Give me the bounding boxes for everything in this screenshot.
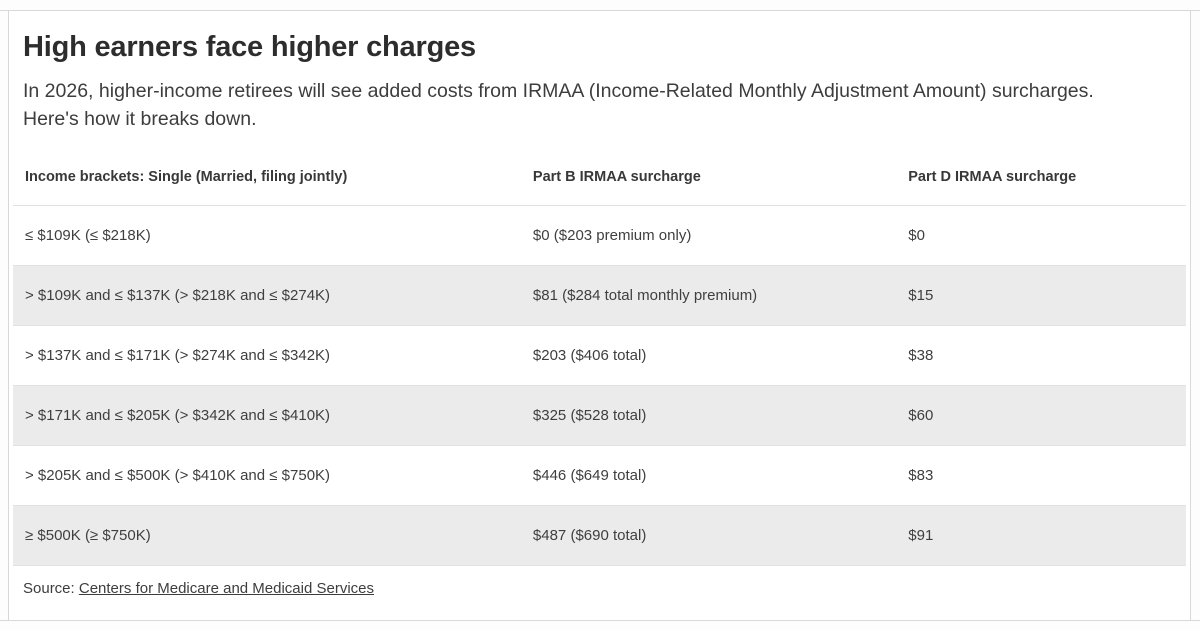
table-row: ≤ $109K (≤ $218K) $0 ($203 premium only)… <box>13 205 1186 266</box>
cell-income-bracket: > $137K and ≤ $171K (> $274K and ≤ $342K… <box>13 325 521 386</box>
cell-part-b-surcharge: $81 ($284 total monthly premium) <box>520 265 897 326</box>
cell-part-d-surcharge: $91 <box>896 505 1186 566</box>
chart-card: High earners face higher charges In 2026… <box>8 11 1191 620</box>
cell-part-b-surcharge: $487 ($690 total) <box>520 505 897 566</box>
cell-income-bracket: > $109K and ≤ $137K (> $218K and ≤ $274K… <box>13 265 521 326</box>
cell-income-bracket: ≥ $500K (≥ $750K) <box>13 505 521 566</box>
page-title: High earners face higher charges <box>23 31 476 63</box>
source-label: Source: <box>23 580 79 597</box>
cell-part-d-surcharge: $15 <box>896 265 1186 326</box>
cell-part-b-surcharge: $446 ($649 total) <box>520 445 897 506</box>
column-header-income-brackets: Income brackets: Single (Married, filing… <box>13 148 521 206</box>
table-row: > $137K and ≤ $171K (> $274K and ≤ $342K… <box>13 325 1186 386</box>
table-row: ≥ $500K (≥ $750K) $487 ($690 total) $91 <box>13 505 1186 566</box>
table-row: > $171K and ≤ $205K (> $342K and ≤ $410K… <box>13 385 1186 446</box>
cell-income-bracket: > $171K and ≤ $205K (> $342K and ≤ $410K… <box>13 385 521 446</box>
cell-part-d-surcharge: $38 <box>896 325 1186 386</box>
cell-part-b-surcharge: $0 ($203 premium only) <box>520 205 897 266</box>
cell-part-d-surcharge: $60 <box>896 385 1186 446</box>
subtitle: In 2026, higher-income retirees will see… <box>23 80 1094 130</box>
table-row: > $109K and ≤ $137K (> $218K and ≤ $274K… <box>13 265 1186 326</box>
source-line: Source: Centers for Medicare and Medicai… <box>23 580 1186 597</box>
cell-part-d-surcharge: $83 <box>896 445 1186 506</box>
bottom-divider <box>0 620 1200 621</box>
column-header-part-b: Part B IRMAA surcharge <box>520 148 897 206</box>
top-divider <box>0 10 1200 11</box>
table-row: > $205K and ≤ $500K (> $410K and ≤ $750K… <box>13 445 1186 506</box>
source-link[interactable]: Centers for Medicare and Medicaid Servic… <box>78 580 375 597</box>
cell-income-bracket: ≤ $109K (≤ $218K) <box>13 205 521 266</box>
irmaa-table: Income brackets: Single (Married, filing… <box>13 148 1186 566</box>
table-header-row: Income brackets: Single (Married, filing… <box>13 148 1186 206</box>
cell-income-bracket: > $205K and ≤ $500K (> $410K and ≤ $750K… <box>13 445 521 506</box>
cell-part-b-surcharge: $203 ($406 total) <box>520 325 897 386</box>
cell-part-d-surcharge: $0 <box>896 205 1186 266</box>
cell-part-b-surcharge: $325 ($528 total) <box>520 385 897 446</box>
column-header-part-d: Part D IRMAA surcharge <box>896 148 1186 206</box>
